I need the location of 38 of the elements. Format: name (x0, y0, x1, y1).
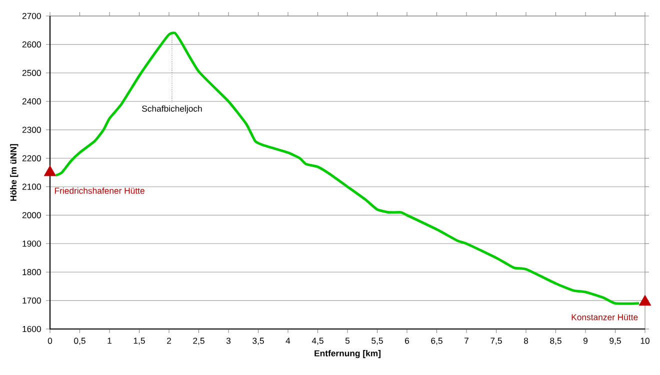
annotation: Friedrichshafener Hütte (54, 187, 144, 194)
x-tick-label: 2 (167, 338, 171, 344)
y-tick-label: 2100 (22, 184, 41, 190)
y-tick-label: 2600 (22, 41, 41, 48)
annotation: Konstanzer Hütte (572, 314, 638, 320)
x-tick-label: 5 (345, 338, 350, 344)
y-tick-label: 1800 (22, 269, 41, 276)
y-tick-label: 2000 (22, 212, 41, 218)
x-tick-label: 9 (583, 338, 588, 344)
x-tick-label: 3 (226, 338, 231, 344)
y-axis-title: Höhe [m üNN] (10, 144, 18, 201)
x-tick-label: 0 (48, 338, 52, 344)
y-tick-label: 2300 (22, 126, 41, 133)
x-tick-label: 7,5 (490, 338, 502, 345)
y-tick-label: 1600 (22, 326, 41, 332)
x-tick-label: 1 (108, 338, 112, 344)
y-tick-label: 2200 (22, 155, 41, 162)
y-tick-label: 2400 (22, 98, 41, 104)
annotation: Schafbicheljoch (142, 105, 202, 114)
y-tick-label: 1700 (22, 297, 41, 304)
x-tick-label: 0,5 (74, 338, 86, 345)
x-tick-label: 1,5 (134, 338, 145, 345)
x-tick-label: 10 (640, 338, 650, 344)
x-axis-title: Entfernung [km] (314, 350, 380, 358)
x-tick-label: 7 (464, 338, 468, 344)
x-tick-label: 9,5 (610, 338, 621, 345)
x-tick-label: 6 (405, 338, 410, 344)
x-tick-label: 2,5 (193, 338, 204, 345)
x-tick-label: 3,5 (252, 338, 264, 345)
x-tick-label: 8,5 (550, 338, 562, 345)
x-tick-label: 5,5 (372, 338, 383, 345)
x-tick-label: 4 (286, 338, 290, 344)
x-tick-label: 8 (524, 338, 528, 344)
x-tick-label: 4,5 (312, 338, 324, 345)
y-tick-label: 1900 (22, 240, 41, 247)
y-tick-label: 2500 (22, 70, 41, 76)
x-tick-label: 6,5 (431, 338, 442, 345)
y-tick-label: 2700 (22, 12, 41, 20)
